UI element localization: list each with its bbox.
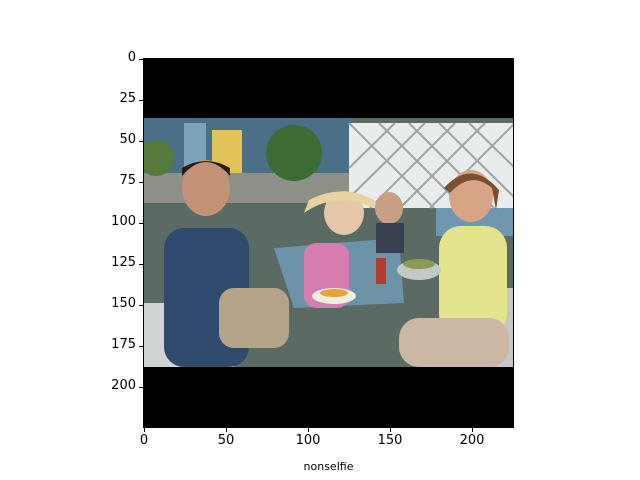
x-tick-mark	[144, 428, 145, 432]
image-axes	[143, 58, 514, 428]
y-tick-label: 150	[111, 296, 136, 311]
x-tick-label: 50	[217, 433, 235, 448]
y-tick-mark	[139, 346, 143, 347]
family-photo	[144, 118, 513, 367]
y-tick-mark	[139, 264, 143, 265]
y-tick-label: 50	[119, 132, 136, 147]
x-tick-label: 100	[295, 433, 321, 448]
x-axis-label: nonselfie	[303, 460, 354, 473]
x-tick-mark	[226, 428, 227, 432]
y-tick-mark	[139, 223, 143, 224]
y-tick-mark	[139, 141, 143, 142]
photo-illustration	[144, 118, 513, 367]
y-tick-label: 125	[111, 255, 136, 270]
y-tick-mark	[139, 387, 143, 388]
y-tick-label: 100	[111, 214, 136, 229]
y-tick-label: 0	[127, 50, 136, 65]
x-tick-mark	[472, 428, 473, 432]
x-tick-label: 200	[459, 433, 485, 448]
y-tick-label: 75	[119, 173, 136, 188]
y-tick-label: 25	[119, 91, 136, 106]
y-tick-mark	[139, 182, 143, 183]
x-tick-mark	[390, 428, 391, 432]
y-tick-label: 200	[111, 378, 136, 393]
x-tick-label: 150	[377, 433, 403, 448]
x-tick-label: 0	[139, 433, 149, 448]
x-tick-mark	[308, 428, 309, 432]
y-tick-mark	[139, 100, 143, 101]
y-tick-mark	[139, 305, 143, 306]
y-tick-label: 175	[111, 337, 136, 352]
y-tick-mark	[139, 59, 143, 60]
